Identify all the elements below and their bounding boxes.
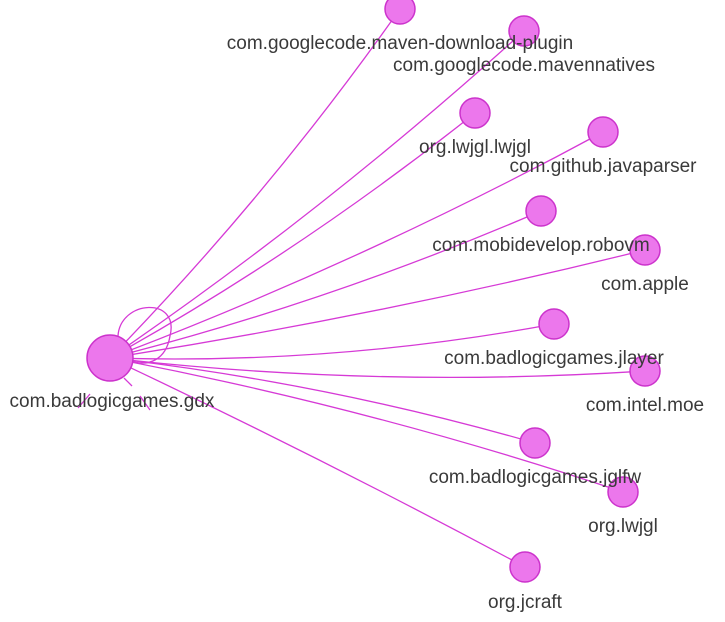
node-apple[interactable]	[629, 234, 661, 266]
edge-tick	[77, 393, 91, 409]
edge-mavennatives	[109, 30, 525, 359]
label-layer: com.badlogicgames.gdx com.googlecode.mave…	[10, 33, 705, 613]
label-lwjgl-lwjgl: org.lwjgl.lwjgl	[419, 137, 531, 158]
node-robovm[interactable]	[525, 195, 557, 227]
node-lwjgl-lwjgl[interactable]	[459, 97, 491, 129]
hub-label: com.badlogicgames.gdx	[10, 391, 215, 412]
edge-org-lwjgl	[109, 357, 624, 493]
edge-javaparser	[109, 131, 604, 359]
label-maven-download-plugin: com.googlecode.maven-download-plugin	[227, 33, 573, 54]
label-jlayer: com.badlogicgames.jlayer	[444, 348, 664, 369]
label-org-lwjgl: org.lwjgl	[588, 516, 658, 537]
edge-intel-moe	[109, 357, 646, 379]
edge-apple	[109, 249, 646, 359]
node-maven-download-plugin[interactable]	[384, 0, 416, 25]
label-mavennatives: com.googlecode.mavennatives	[393, 55, 655, 76]
edge-tick	[139, 395, 151, 411]
label-jglfw: com.badlogicgames.jglfw	[429, 467, 642, 488]
edge-lwjgl-lwjgl	[109, 112, 476, 359]
node-mavennatives[interactable]	[508, 15, 540, 47]
node-layer	[86, 0, 661, 583]
node-org-lwjgl[interactable]	[607, 476, 639, 508]
edge-jglfw	[109, 357, 536, 444]
label-apple: com.apple	[601, 274, 689, 295]
edge-self-loop	[117, 306, 172, 364]
edge-maven-download-plugin	[109, 8, 401, 359]
node-jcraft[interactable]	[509, 551, 541, 583]
label-javaparser: com.github.javaparser	[510, 156, 698, 177]
edge-layer	[77, 8, 646, 568]
label-robovm: com.mobidevelop.robovm	[432, 235, 650, 256]
node-javaparser[interactable]	[587, 116, 619, 148]
label-jcraft: org.jcraft	[488, 592, 563, 613]
edge-robovm	[109, 210, 542, 359]
edge-jlayer	[109, 323, 555, 360]
label-intel-moe: com.intel.moe	[586, 395, 704, 416]
edge-tick	[123, 377, 133, 387]
node-intel-moe[interactable]	[629, 355, 661, 387]
edge-jcraft	[109, 357, 526, 568]
node-jglfw[interactable]	[519, 427, 551, 459]
node-jlayer[interactable]	[538, 308, 570, 340]
hub-node[interactable]	[86, 334, 134, 382]
